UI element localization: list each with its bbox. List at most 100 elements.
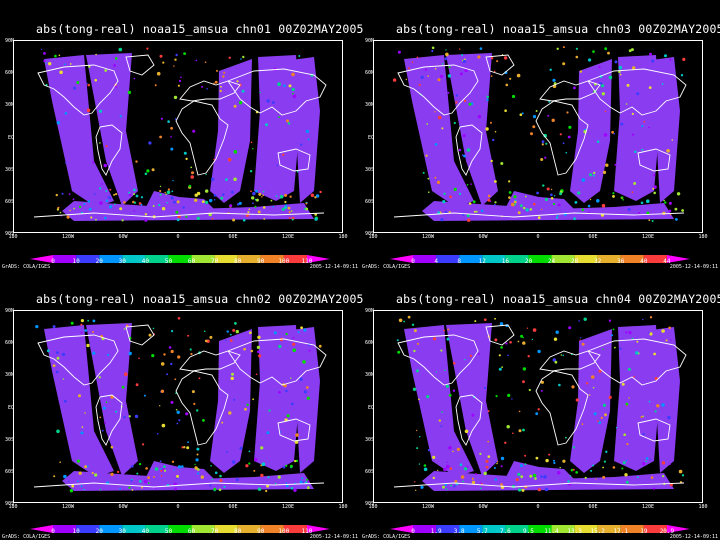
data-point <box>484 318 487 321</box>
data-point <box>173 200 176 204</box>
data-point <box>490 57 494 60</box>
colorbar-label: 20 <box>524 258 533 265</box>
data-point <box>413 329 417 333</box>
colorbar-segment <box>436 525 460 533</box>
data-point <box>682 57 686 61</box>
colorbar-segment <box>191 525 215 533</box>
data-point <box>286 119 289 123</box>
data-point <box>302 360 306 364</box>
data-point <box>287 206 291 210</box>
data-point <box>152 205 155 207</box>
data-point <box>146 47 149 50</box>
data-point <box>415 489 417 491</box>
data-point <box>240 58 242 60</box>
data-point <box>292 337 295 339</box>
data-point <box>621 197 623 199</box>
data-point <box>211 478 214 481</box>
colorbar-svg <box>390 255 690 263</box>
data-point <box>595 478 597 480</box>
x-tick-label: 180 <box>8 504 18 510</box>
y-tick-label: 60N <box>364 340 374 347</box>
data-point <box>72 198 75 201</box>
data-point <box>318 344 322 348</box>
colorbar-segment <box>99 525 123 533</box>
data-point <box>176 422 179 425</box>
data-point <box>440 349 443 352</box>
data-point <box>466 465 469 468</box>
data-point <box>496 461 499 463</box>
data-point <box>669 463 671 466</box>
data-point <box>501 366 503 368</box>
data-point <box>625 331 628 334</box>
data-point <box>160 362 165 366</box>
data-point <box>43 52 46 55</box>
data-point <box>503 56 508 60</box>
colorbar-label: 80 <box>234 528 242 535</box>
data-point <box>258 192 262 196</box>
satellite-swath <box>210 329 252 473</box>
data-point <box>61 192 64 195</box>
colorbar-label: 100 <box>278 528 290 535</box>
data-point <box>652 187 655 190</box>
data-point <box>522 336 524 339</box>
data-point <box>273 331 277 335</box>
data-point <box>623 433 626 436</box>
data-point <box>453 485 456 488</box>
colorbar-segment <box>413 255 437 263</box>
colorbar-segment <box>459 255 483 263</box>
data-point <box>407 315 411 319</box>
data-point <box>281 207 285 211</box>
data-point <box>540 158 544 161</box>
data-point <box>645 457 649 460</box>
data-point <box>202 419 205 422</box>
data-point <box>426 123 429 125</box>
data-point <box>427 177 430 180</box>
data-point <box>114 203 116 205</box>
data-point <box>113 64 116 67</box>
data-point <box>411 61 414 63</box>
data-point <box>524 454 527 457</box>
data-point <box>196 216 200 220</box>
data-point <box>589 173 593 177</box>
data-point <box>588 394 591 396</box>
data-point <box>418 463 421 465</box>
data-point <box>176 474 179 478</box>
data-point <box>241 89 245 93</box>
data-point <box>291 72 295 77</box>
data-point <box>225 178 228 182</box>
data-point <box>416 369 419 373</box>
data-point <box>289 195 292 198</box>
data-point <box>249 331 252 334</box>
data-point <box>174 378 177 381</box>
data-point <box>230 376 234 381</box>
data-point <box>81 426 84 428</box>
data-point <box>233 177 237 182</box>
colorbar-label: 1.9 <box>430 528 442 535</box>
colorbar-label: 15.2 <box>590 528 605 535</box>
data-point <box>295 433 299 437</box>
data-point <box>214 80 218 84</box>
data-point <box>164 191 166 194</box>
data-point <box>598 65 601 69</box>
data-point <box>468 202 472 205</box>
data-point <box>170 400 174 404</box>
data-point <box>272 205 275 208</box>
data-point <box>173 65 175 67</box>
data-point <box>191 171 194 175</box>
y-tick-label: 60N <box>4 340 14 347</box>
data-point <box>641 148 644 151</box>
data-point <box>248 450 251 453</box>
colorbar-segment <box>214 255 238 263</box>
data-point <box>224 339 227 342</box>
data-point <box>447 74 452 78</box>
data-point <box>477 115 481 119</box>
data-point <box>494 130 497 133</box>
data-point <box>403 320 406 323</box>
data-point <box>392 78 397 82</box>
data-point <box>253 469 256 472</box>
data-point <box>466 148 471 152</box>
data-point <box>88 65 91 68</box>
data-point <box>80 431 84 435</box>
colorbar-segment <box>122 525 146 533</box>
colorbar-label: 50 <box>164 528 173 535</box>
